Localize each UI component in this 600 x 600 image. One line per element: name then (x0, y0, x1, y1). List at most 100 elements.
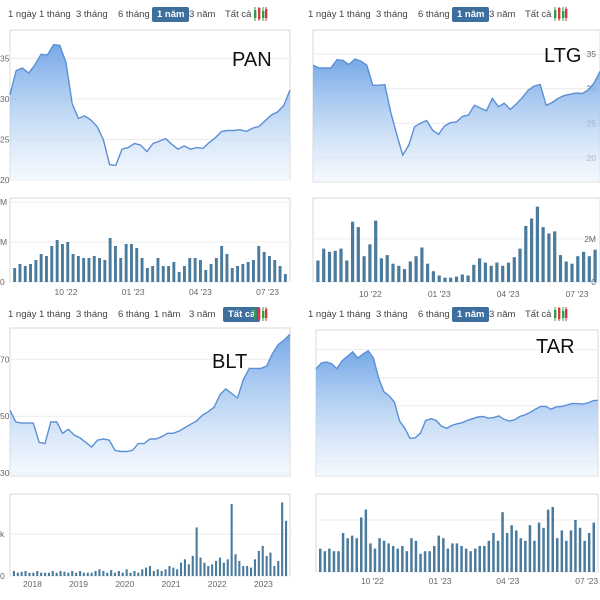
range-button-0[interactable]: 1 ngày (8, 309, 37, 320)
volume-bar (191, 555, 194, 576)
volume-bar (501, 512, 504, 572)
range-button-2[interactable]: 3 tháng (76, 309, 108, 320)
volume-bar (183, 559, 186, 576)
volume-bar (576, 256, 580, 282)
x-tick-label: 2021 (162, 579, 181, 589)
candlestick-icon[interactable] (252, 7, 268, 21)
volume-bar (66, 242, 70, 282)
range-button-3[interactable]: 6 tháng (418, 9, 450, 20)
candlestick-icon[interactable] (552, 307, 568, 321)
volume-bar (199, 557, 202, 576)
volume-bar (47, 572, 50, 576)
range-button-4[interactable]: 1 năm (452, 307, 490, 322)
price-tick-label: 35 (587, 49, 597, 59)
range-button-3[interactable]: 6 tháng (118, 9, 150, 20)
volume-bar (110, 570, 113, 576)
range-button-1[interactable]: 1 tháng (339, 9, 371, 20)
range-button-5[interactable]: 3 năm (489, 9, 516, 20)
volume-bar (108, 238, 112, 282)
range-button-0[interactable]: 1 ngày (8, 9, 37, 20)
volume-bar (183, 266, 186, 282)
volume-bar (410, 538, 413, 572)
volume-bar (483, 262, 487, 282)
volume-bar (106, 572, 109, 576)
volume-bar (23, 266, 27, 282)
range-button-2[interactable]: 3 tháng (376, 9, 408, 20)
range-button-1[interactable]: 1 tháng (39, 9, 71, 20)
volume-bar (12, 571, 15, 576)
range-button-1[interactable]: 1 tháng (39, 309, 71, 320)
volume-bar (506, 262, 511, 282)
volume-bar (474, 548, 477, 572)
x-tick-label: 2019 (69, 579, 88, 589)
range-button-1[interactable]: 1 tháng (339, 309, 371, 320)
range-button-3[interactable]: 6 tháng (118, 309, 150, 320)
range-button-2[interactable]: 3 tháng (76, 9, 108, 20)
range-button-6[interactable]: Tất cả (525, 9, 552, 20)
volume-bar (437, 275, 441, 282)
candlestick-icon[interactable] (552, 7, 568, 21)
price-line (9, 43, 291, 167)
candlestick-icon[interactable] (252, 307, 268, 321)
volume-bar (211, 564, 214, 576)
volume-bar (79, 571, 82, 576)
volume-bar (524, 540, 527, 572)
volume-bar (273, 260, 277, 282)
volume-bar (530, 218, 534, 282)
volume-bar (124, 244, 128, 282)
volume-bar (328, 548, 331, 572)
range-button-5[interactable]: 3 năm (189, 309, 216, 320)
volume-bar (414, 256, 418, 282)
volume-bar (86, 572, 89, 576)
volume-bar (180, 562, 183, 576)
volume-bar (140, 258, 144, 282)
x-tick-label: 07 '23 (256, 287, 279, 297)
volume-bar (483, 546, 486, 572)
range-button-5[interactable]: 3 năm (489, 309, 516, 320)
price-tick-label: 30 (0, 94, 10, 104)
volume-bar (333, 250, 337, 282)
range-button-6[interactable]: Tất cả (223, 307, 261, 322)
range-button-3[interactable]: 6 tháng (418, 309, 450, 320)
volume-bar (281, 502, 284, 576)
volume-bar (515, 530, 518, 572)
volume-bar (512, 257, 516, 282)
volume-bar (454, 276, 459, 282)
volume-bar (75, 572, 78, 576)
volume-bar (277, 560, 280, 576)
volume-bar (337, 551, 340, 572)
volume-bar (443, 277, 447, 282)
volume-bar (133, 571, 136, 576)
stock-chart[interactable]: 70 50 30 BLT k 0 2018 2019 2020 2021 2022 2023 (0, 300, 300, 600)
range-button-2[interactable]: 3 tháng (376, 309, 408, 320)
range-button-4[interactable]: 1 năm (154, 309, 181, 320)
volume-bar (332, 551, 336, 572)
range-button-6[interactable]: Tất cả (225, 9, 252, 20)
volume-bar (369, 543, 372, 572)
volume-bar (426, 263, 430, 282)
volume-bar (528, 525, 532, 572)
volume-bar (460, 546, 463, 572)
x-tick-label: 10 '22 (359, 289, 382, 299)
volume-bar (160, 571, 163, 576)
range-button-6[interactable]: Tất cả (525, 309, 552, 320)
price-area (10, 334, 290, 476)
volume-bar (129, 572, 132, 576)
range-button-4[interactable]: 1 năm (452, 7, 490, 22)
volume-bar (87, 258, 91, 282)
volume-bar (408, 261, 412, 282)
range-button-5[interactable]: 3 năm (189, 9, 216, 20)
volume-bar (188, 258, 192, 282)
volume-bar (542, 527, 545, 572)
range-button-0[interactable]: 1 ngày (308, 9, 337, 20)
volume-bar (378, 538, 381, 572)
volume-bar (156, 569, 159, 576)
volume-bar (222, 562, 225, 576)
stock-chart[interactable]: 35 30 25 20 PAN M M 0 10 '22 01 '23 04 '23 07 '23 (0, 0, 300, 300)
price-tick-label: 25 (0, 134, 10, 144)
range-button-4[interactable]: 1 năm (152, 7, 190, 22)
range-button-0[interactable]: 1 ngày (308, 309, 337, 320)
volume-bar (168, 566, 171, 576)
